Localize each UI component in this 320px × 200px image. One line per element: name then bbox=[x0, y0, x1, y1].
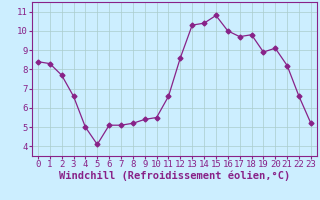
X-axis label: Windchill (Refroidissement éolien,°C): Windchill (Refroidissement éolien,°C) bbox=[59, 171, 290, 181]
